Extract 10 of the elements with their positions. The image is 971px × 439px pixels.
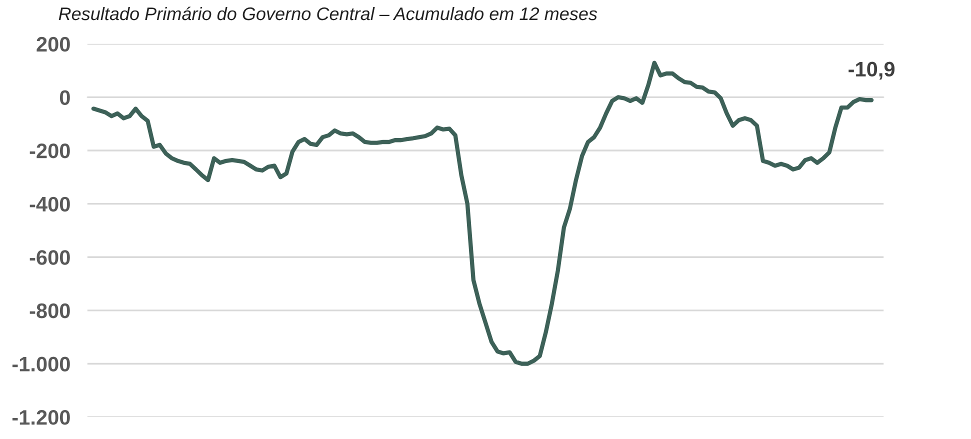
y-tick-label: 200 (36, 36, 70, 52)
y-tick-label: 0 (60, 90, 70, 105)
y-tick-label: -200 (30, 144, 70, 158)
y-tick-label: -800 (30, 303, 70, 318)
y-tick-label: -400 (30, 196, 70, 212)
chart-title: Resultado Primário do Governo Central – Acumulado em 12 meses (58, 6, 598, 20)
y-tick-label: -1.000 (12, 356, 70, 372)
annotation: -10,9 (848, 62, 895, 80)
y-tick-label: -600 (30, 250, 70, 265)
y-tick-label: -1.200 (12, 410, 70, 425)
